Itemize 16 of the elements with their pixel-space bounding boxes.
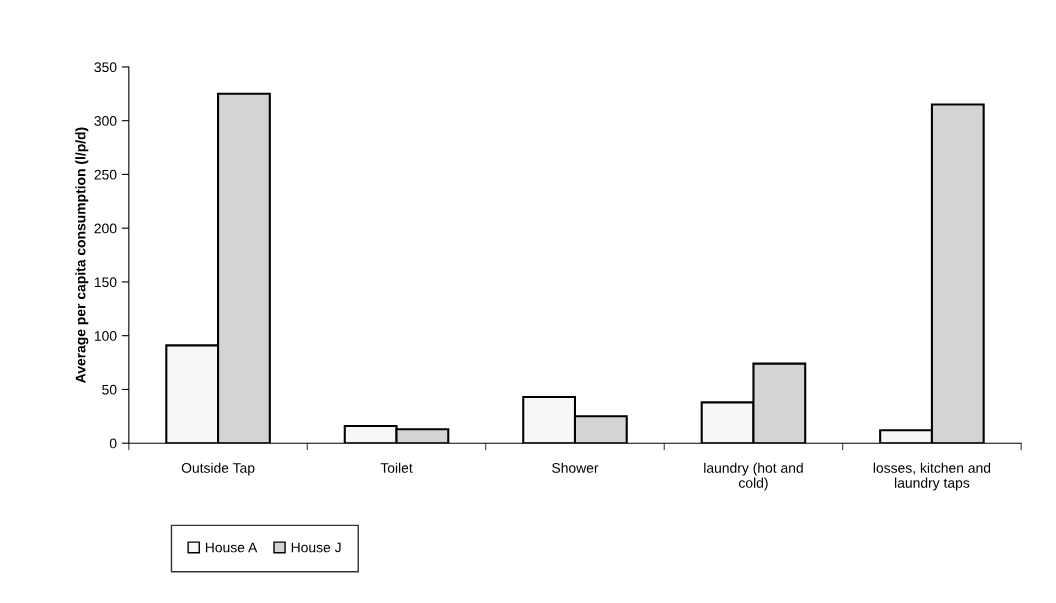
y-tick-label: 150 xyxy=(94,277,117,288)
y-tick-label: 350 xyxy=(94,62,117,73)
x-tick-label: Outside Tap xyxy=(181,462,255,476)
y-tick-label: 200 xyxy=(94,223,117,234)
y-tick-label: 300 xyxy=(94,116,117,126)
y-tick-label: 250 xyxy=(94,169,117,180)
y-tick-label: 50 xyxy=(102,384,117,395)
x-tick-label: Toilet xyxy=(380,462,413,473)
y-tick-label: 100 xyxy=(94,331,117,341)
x-tick-label: laundry (hot and cold) xyxy=(704,462,803,491)
y-axis-title: Average per capita consumption (l/p/d) xyxy=(75,127,89,383)
x-tick-label: Shower xyxy=(552,462,599,473)
legend-label: House A xyxy=(205,542,258,553)
y-tick-label: 0 xyxy=(109,438,117,449)
legend-label: House J xyxy=(291,542,341,553)
x-tick-label: losses, kitchen and laundry taps xyxy=(873,462,991,491)
